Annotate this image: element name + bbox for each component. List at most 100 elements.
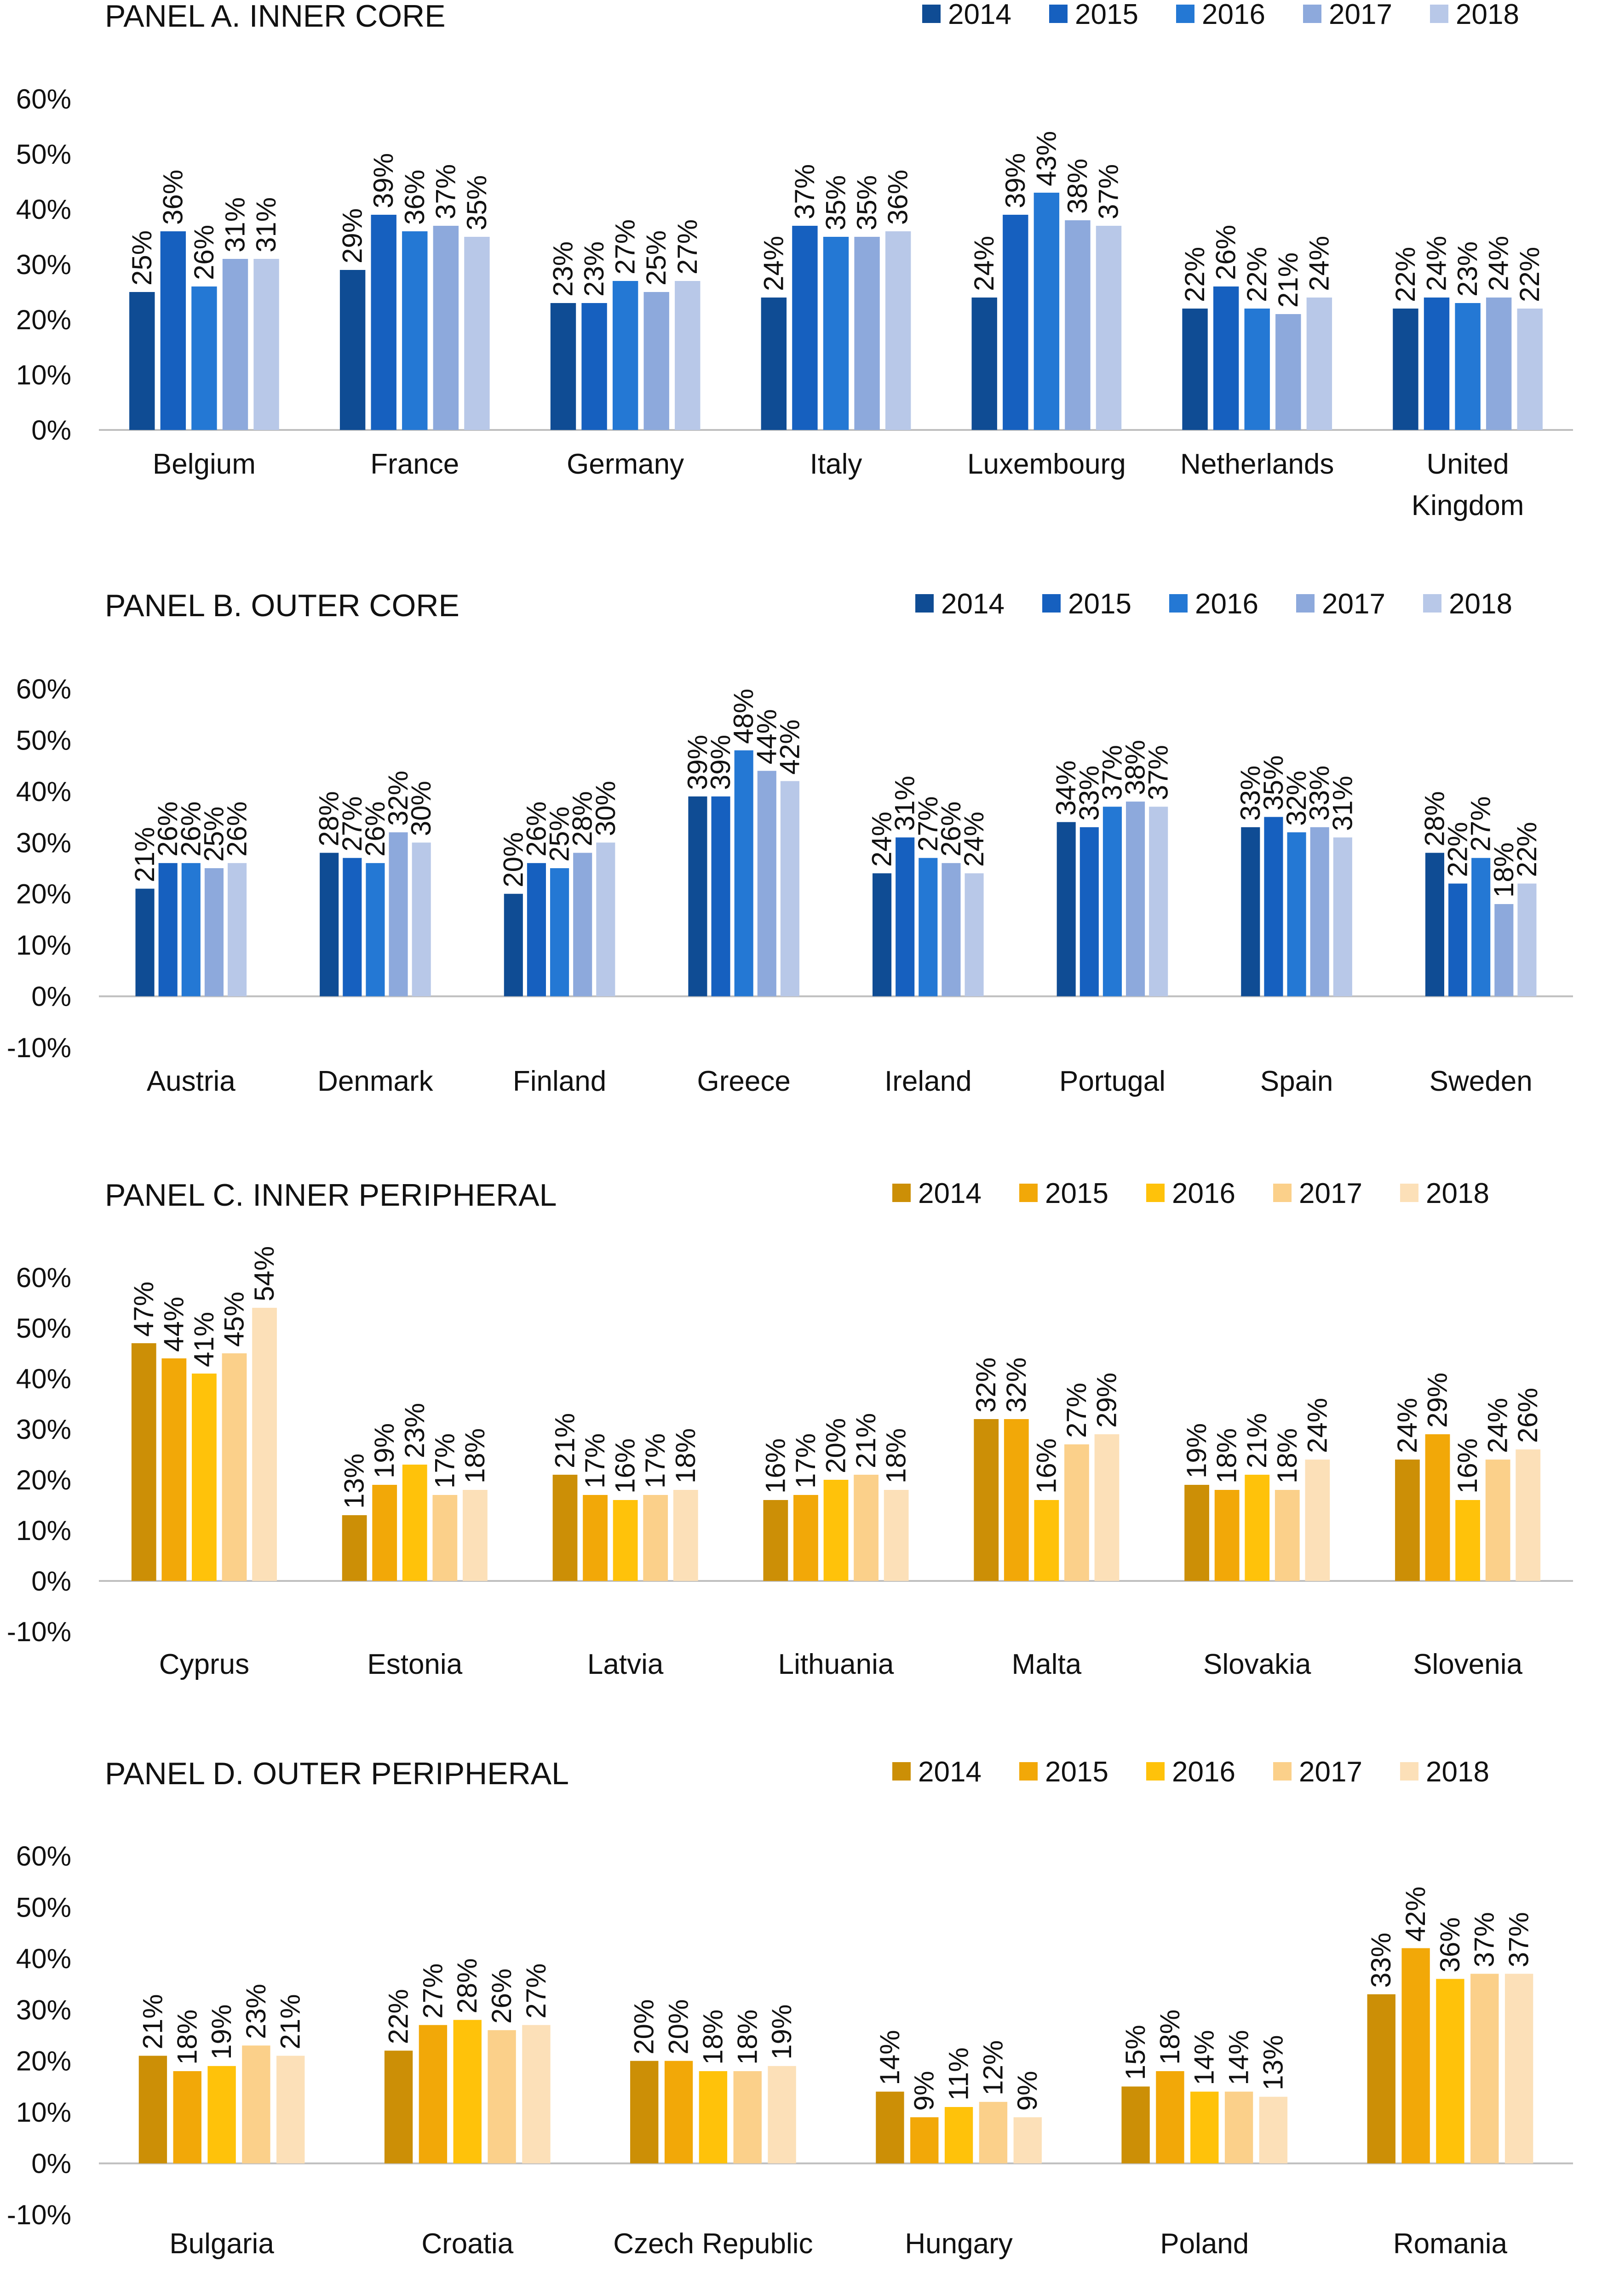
legend-swatch (1042, 594, 1061, 613)
category-label: Romania (1393, 2228, 1508, 2260)
legend-label: 2015 (1045, 1756, 1108, 1788)
bar (527, 863, 546, 996)
category-label: Bulgaria (169, 2228, 274, 2260)
bar (688, 796, 707, 996)
data-label: 26% (521, 802, 551, 857)
data-label: 14% (1189, 2030, 1220, 2085)
data-label: 31% (220, 197, 251, 252)
category-label: Estonia (367, 1649, 462, 1680)
bar (488, 2030, 516, 2164)
bar (1310, 827, 1329, 996)
data-label: 18% (1154, 2010, 1185, 2065)
bar (612, 281, 638, 430)
category-label: Croatia (421, 2228, 513, 2260)
bar (643, 292, 669, 430)
data-label: 27% (1061, 1383, 1092, 1438)
y-tick-label: 60% (16, 1841, 71, 1872)
bar (1516, 1449, 1541, 1581)
data-label: 27% (672, 219, 703, 275)
bar (1094, 1434, 1120, 1581)
data-label: 12% (977, 2040, 1008, 2096)
bar (1486, 298, 1512, 430)
data-label: 19% (766, 2004, 797, 2060)
data-label: 11% (943, 2047, 974, 2101)
bar (664, 2061, 693, 2164)
bar (158, 863, 178, 996)
category-label: Slovakia (1203, 1649, 1311, 1680)
data-label: 26% (189, 225, 219, 280)
bar (919, 858, 938, 996)
category-label: Poland (1160, 2228, 1249, 2260)
bar (763, 1500, 788, 1581)
category-label: Malta (1012, 1649, 1082, 1680)
bar (463, 1490, 488, 1581)
category-label: Austria (147, 1065, 235, 1097)
bar (384, 2050, 413, 2164)
bar (453, 2020, 482, 2164)
data-label: 20% (663, 1999, 694, 2055)
category-label: Denmark (317, 1065, 434, 1097)
data-label: 23% (579, 241, 609, 297)
legend-swatch (1176, 5, 1194, 23)
data-label: 22% (1179, 247, 1210, 302)
data-label: 19% (206, 2004, 237, 2060)
y-tick-label: 0% (31, 1566, 71, 1597)
data-label: 45% (219, 1292, 250, 1347)
legend-label: 2018 (1449, 588, 1512, 620)
y-tick-label: -10% (7, 1616, 71, 1647)
bar (504, 893, 523, 996)
data-label: 24% (1303, 236, 1334, 291)
legend-swatch (1430, 5, 1448, 23)
bar (402, 231, 428, 430)
data-label: 18% (732, 2010, 763, 2065)
data-label: 29% (1091, 1373, 1122, 1428)
panel-title: PANEL D. OUTER PERIPHERAL (105, 1756, 569, 1791)
bar (135, 888, 155, 996)
data-label: 20% (629, 1999, 660, 2055)
data-label: 23% (241, 1984, 271, 2039)
bar (552, 1475, 578, 1581)
data-label: 24% (1483, 236, 1514, 291)
legend-swatch (915, 594, 934, 613)
bar (131, 1343, 156, 1581)
data-label: 22% (383, 1989, 414, 2044)
data-label: 16% (610, 1438, 641, 1494)
data-label: 27% (913, 796, 943, 852)
legend-label: 2017 (1299, 1178, 1362, 1209)
category-label: Belgium (153, 448, 256, 480)
data-label: 19% (1181, 1423, 1212, 1478)
y-tick-label: -10% (7, 1032, 71, 1063)
category-label: Finland (513, 1065, 606, 1097)
y-tick-label: 60% (16, 1262, 71, 1293)
bar (1213, 286, 1239, 430)
bar (1395, 1460, 1420, 1581)
bar (1184, 1485, 1209, 1581)
data-label: 33% (1304, 766, 1335, 821)
data-label: 36% (399, 170, 430, 225)
bar (792, 226, 818, 430)
data-label: 18% (1212, 1428, 1242, 1483)
bar (1448, 883, 1468, 996)
category-label: France (370, 448, 459, 480)
y-tick-label: 20% (16, 879, 71, 910)
bar (1455, 303, 1481, 430)
data-label: 31% (251, 197, 281, 252)
bar (673, 1490, 698, 1581)
bar (1264, 817, 1283, 996)
data-label: 32% (1281, 771, 1312, 826)
bar (129, 292, 155, 430)
y-tick-label: 20% (16, 2046, 71, 2077)
legend-swatch (1019, 1762, 1038, 1781)
y-tick-label: 60% (16, 674, 71, 704)
data-label: 47% (128, 1282, 159, 1337)
y-tick-label: 40% (16, 194, 71, 225)
bar (873, 873, 892, 996)
data-label: 37% (1469, 1912, 1500, 1967)
bar (1034, 1500, 1059, 1581)
bar (854, 237, 880, 430)
data-label: 13% (339, 1454, 370, 1509)
bar (979, 2101, 1008, 2164)
data-label: 37% (430, 164, 461, 219)
bar (161, 1358, 187, 1581)
